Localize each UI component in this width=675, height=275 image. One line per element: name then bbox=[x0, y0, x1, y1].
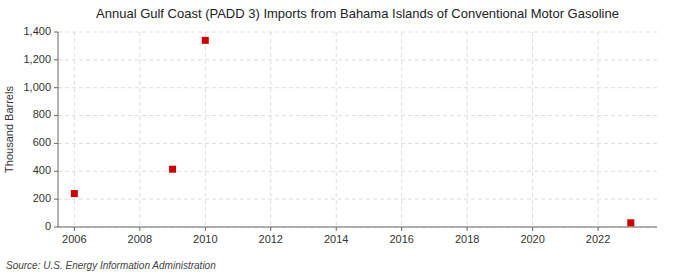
source: Source: U.S. Energy Information Administ… bbox=[6, 260, 216, 271]
x-grid-line bbox=[401, 32, 402, 227]
x-tick-label: 2008 bbox=[128, 233, 152, 245]
y-tick bbox=[54, 143, 58, 144]
y-tick-label: 200 bbox=[33, 192, 51, 204]
x-grid-line bbox=[205, 32, 206, 227]
y-grid-line bbox=[58, 227, 657, 228]
x-tick-label: 2006 bbox=[62, 233, 86, 245]
x-tick-label: 2014 bbox=[324, 233, 348, 245]
x-tick bbox=[401, 227, 402, 231]
x-tick bbox=[336, 227, 337, 231]
y-tick-label: 0 bbox=[45, 220, 51, 232]
x-grid-line bbox=[336, 32, 337, 227]
y-grid-line bbox=[58, 199, 657, 200]
y-axis-label: Thousand Barrels bbox=[3, 86, 15, 173]
x-tick-label: 2022 bbox=[586, 233, 610, 245]
y-grid-line bbox=[58, 115, 657, 116]
y-tick-label: 1,400 bbox=[23, 25, 51, 37]
x-tick-label: 2010 bbox=[193, 233, 217, 245]
y-tick bbox=[54, 227, 58, 228]
x-tick bbox=[74, 227, 75, 231]
x-tick-label: 2016 bbox=[389, 233, 413, 245]
y-tick bbox=[54, 32, 58, 33]
y-tick-label: 800 bbox=[33, 108, 51, 120]
y-tick-label: 600 bbox=[33, 136, 51, 148]
point bbox=[169, 166, 176, 173]
y-tick-label: 400 bbox=[33, 164, 51, 176]
x-tick bbox=[598, 227, 599, 231]
x-grid-line bbox=[139, 32, 140, 227]
x-tick-label: 2020 bbox=[520, 233, 544, 245]
x-grid-line bbox=[74, 32, 75, 227]
y-tick bbox=[54, 59, 58, 60]
background bbox=[0, 0, 675, 275]
y-grid-line bbox=[58, 59, 657, 60]
axes: 0 200 400 600 800 1,000 1,200 1,400 2006 2008 2010… bbox=[23, 25, 657, 245]
x-tick-label: 2018 bbox=[455, 233, 479, 245]
y-tick bbox=[54, 87, 58, 88]
x-tick-label: 2012 bbox=[259, 233, 283, 245]
x-tick bbox=[139, 227, 140, 231]
y-axis-line bbox=[58, 32, 59, 227]
x-axis-line bbox=[58, 227, 657, 228]
y-tick bbox=[54, 115, 58, 116]
point bbox=[71, 190, 78, 197]
point bbox=[627, 219, 634, 226]
y-grid-line bbox=[58, 32, 657, 33]
points bbox=[71, 37, 634, 226]
x-grid-line bbox=[598, 32, 599, 227]
y-tick-label: 1,200 bbox=[23, 53, 51, 65]
y-grid-line bbox=[58, 143, 657, 144]
x-tick bbox=[205, 227, 206, 231]
y-tick bbox=[54, 199, 58, 200]
point bbox=[202, 37, 209, 44]
y-grid-line bbox=[58, 171, 657, 172]
x-grid-line bbox=[270, 32, 271, 227]
x-tick bbox=[467, 227, 468, 231]
y-tick bbox=[54, 171, 58, 172]
x-tick bbox=[532, 227, 533, 231]
grid bbox=[58, 32, 657, 227]
y-grid-line bbox=[58, 87, 657, 88]
title: Annual Gulf Coast (PADD 3) Imports from … bbox=[96, 6, 619, 21]
x-grid-line bbox=[532, 32, 533, 227]
chart: 0 200 400 600 800 1,000 1,200 1,400 2006 2008 2010… bbox=[0, 0, 675, 275]
x-grid-line bbox=[467, 32, 468, 227]
x-tick bbox=[270, 227, 271, 231]
y-tick-label: 1,000 bbox=[23, 81, 51, 93]
